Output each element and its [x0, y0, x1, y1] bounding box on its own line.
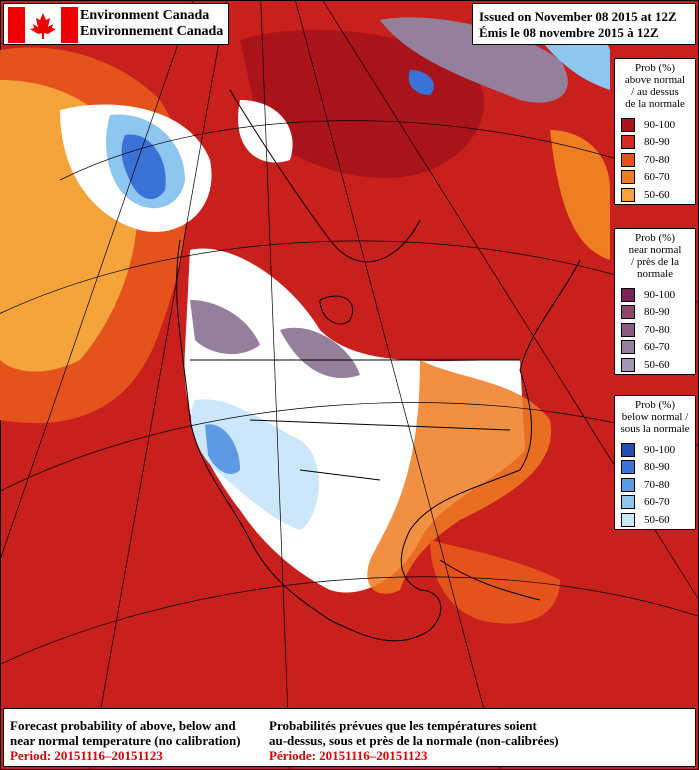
legend-swatch: [621, 477, 635, 492]
legend-title-line: Prob (%): [634, 62, 676, 74]
legend-label: 50-60: [644, 358, 670, 371]
legend-item: 90-100: [615, 441, 695, 459]
legend-swatch: [621, 460, 635, 475]
legend-label: 80-90: [644, 136, 670, 149]
footer-line: Probabilités prévues que les température…: [269, 718, 537, 733]
issued-en: Issued on November 08 2015 at 12Z: [479, 9, 677, 24]
issued-fr: Émis le 08 novembre 2015 à 12Z: [479, 25, 659, 40]
legend-title-line: de la normale: [625, 98, 685, 110]
legend-item: 70-80: [615, 321, 695, 339]
legend-item: 70-80: [615, 476, 695, 494]
legend-label: 60-70: [644, 171, 670, 184]
flag-band: [8, 7, 25, 43]
legend-title-line: near normal: [628, 244, 682, 256]
legend-swatch: [621, 512, 635, 527]
legend-item: 50-60: [615, 356, 695, 374]
legend-item: 70-80: [615, 151, 695, 169]
legend-swatch: [621, 135, 635, 150]
legend-item: 80-90: [615, 134, 695, 152]
legend-label: 90-100: [644, 443, 676, 456]
legend-swatch: [621, 442, 635, 457]
legend-label: 90-100: [644, 118, 676, 131]
legend-title: Prob (%) above normal / au dessus de la nor…: [615, 59, 695, 116]
legend-item: 60-70: [615, 169, 695, 187]
legend-item: 90-100: [615, 116, 695, 134]
legend-item: 60-70: [615, 494, 695, 512]
legend-title-line: sous la normale: [620, 423, 690, 435]
legend-swatch: [621, 305, 635, 320]
legend-label: 50-60: [644, 188, 670, 201]
flag-band: [61, 7, 78, 43]
legend-title-line: above normal: [624, 74, 686, 86]
footer-line: au-dessus, sous et près de la normale (n…: [269, 733, 559, 748]
legend: Prob (%) near normal / près de la normale 90…: [614, 228, 696, 375]
legend-title-line: / au dessus: [631, 86, 679, 98]
legend-item: 80-90: [615, 459, 695, 477]
legend-title-line: Prob (%): [634, 399, 676, 411]
legend-label: 60-70: [644, 341, 670, 354]
legend-item: 50-60: [615, 186, 695, 204]
maple-leaf: [30, 13, 56, 39]
legend-item: 50-60: [615, 511, 695, 529]
legend-title-line: Prob (%): [634, 232, 676, 244]
footer-en: Forecast probability of above, below and…: [10, 718, 241, 763]
legend-swatch: [621, 322, 635, 337]
coastlines: [176, 89, 581, 642]
legend-label: 70-80: [644, 478, 670, 491]
legend-item: 80-90: [615, 304, 695, 322]
agency-box: Environment Canada Environnement Canada: [3, 3, 229, 45]
legend-swatch: [621, 152, 635, 167]
legend-title-line: / près de la: [631, 256, 679, 268]
legend-label: 60-70: [644, 496, 670, 509]
legend: Prob (%) above normal / au dessus de la nor…: [614, 58, 696, 205]
period: Période: 20151116–20151123: [269, 748, 428, 763]
agency-fr: Environnement Canada: [80, 24, 224, 39]
legend-swatch: [621, 187, 635, 202]
canada-flag: [8, 7, 78, 43]
legend-item: 90-100: [615, 286, 695, 304]
legend: Prob (%) below normal / sous la normale 90-…: [614, 395, 696, 530]
footer-box: Forecast probability of above, below and…: [3, 708, 696, 767]
legend-label: 90-100: [644, 288, 676, 301]
legend-label: 70-80: [644, 323, 670, 336]
footer-line: Forecast probability of above, below and: [10, 718, 236, 733]
legend-swatch: [621, 495, 635, 510]
legend-label: 80-90: [644, 461, 670, 474]
legend-title: Prob (%) near normal / près de la normale: [615, 229, 695, 286]
legend-label: 80-90: [644, 306, 670, 319]
period: Period: 20151116–20151123: [10, 748, 163, 763]
map-shading: [0, 10, 610, 624]
legend-label: 50-60: [644, 513, 670, 526]
legend-title: Prob (%) below normal / sous la normale: [615, 396, 695, 441]
issued-box: Issued on November 08 2015 at 12Z Émis l…: [472, 3, 696, 45]
legend-title-line: normale: [636, 268, 674, 280]
legend-swatch: [621, 170, 635, 185]
legend-swatch: [621, 117, 635, 132]
legend-swatch: [621, 357, 635, 372]
footer-line: near normal temperature (no calibration): [10, 733, 241, 748]
legend-label: 70-80: [644, 153, 670, 166]
legend-item: 60-70: [615, 339, 695, 357]
legend-swatch: [621, 287, 635, 302]
legend-title-line: below normal /: [621, 411, 689, 423]
agency-en: Environment Canada: [80, 8, 210, 23]
footer-fr: Probabilités prévues que les température…: [269, 718, 559, 763]
legend-swatch: [621, 340, 635, 355]
